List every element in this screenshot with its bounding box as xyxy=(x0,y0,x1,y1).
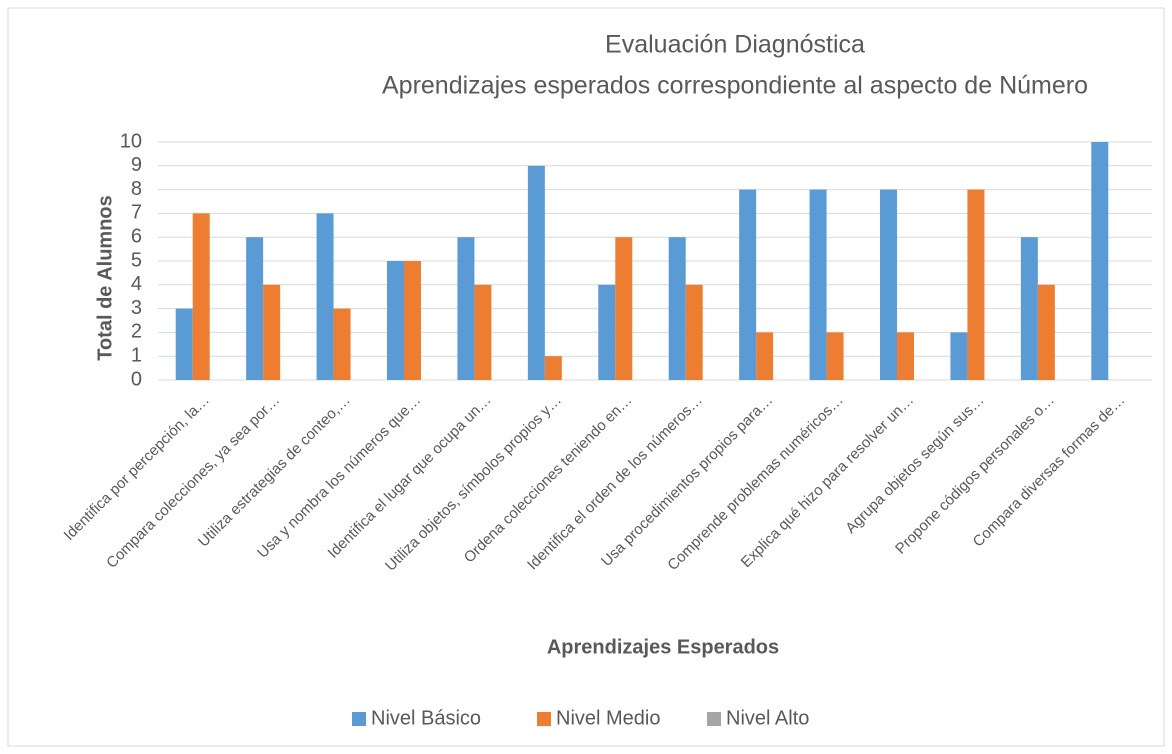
legend-label: Nivel Básico xyxy=(371,707,481,729)
bar xyxy=(404,261,421,380)
bar xyxy=(316,213,334,380)
bar xyxy=(387,261,404,380)
bar xyxy=(668,237,686,380)
bar xyxy=(880,189,897,380)
y-tick-label: 1 xyxy=(131,344,142,366)
bar xyxy=(685,284,703,380)
bar xyxy=(897,332,914,380)
bar xyxy=(967,189,985,380)
y-tick-label: 10 xyxy=(120,130,142,152)
bar xyxy=(544,356,562,380)
bar xyxy=(1037,284,1055,380)
y-tick-label: 9 xyxy=(131,154,142,176)
y-tick-label: 3 xyxy=(131,297,142,319)
bar xyxy=(246,237,264,380)
bar xyxy=(756,332,774,380)
bar xyxy=(615,237,633,380)
bar xyxy=(739,189,757,380)
bar xyxy=(826,332,844,380)
bar xyxy=(263,284,281,380)
bar xyxy=(1020,237,1038,380)
y-tick-label: 8 xyxy=(131,178,142,200)
bar xyxy=(333,308,351,380)
chart-subtitle: Aprendizajes esperados correspondiente a… xyxy=(382,72,1088,100)
bar xyxy=(527,165,545,380)
legend-label: Nivel Alto xyxy=(726,707,809,729)
bar xyxy=(192,213,210,380)
y-tick-label: 2 xyxy=(131,321,142,343)
legend-label: Nivel Medio xyxy=(556,707,660,729)
y-axis-label: Total de Alumnos xyxy=(94,195,116,361)
bar xyxy=(950,332,968,380)
chart-title: Evaluación Diagnóstica xyxy=(605,31,865,59)
legend-swatch xyxy=(537,712,551,726)
y-tick-label: 6 xyxy=(131,225,142,247)
legend-swatch xyxy=(352,712,366,726)
bar xyxy=(809,189,827,380)
bar xyxy=(175,308,193,380)
y-tick-label: 5 xyxy=(131,249,142,271)
y-tick-label: 4 xyxy=(131,273,142,295)
bar xyxy=(1091,142,1109,380)
x-axis-label: Aprendizajes Esperados xyxy=(547,636,779,658)
y-tick-label: 7 xyxy=(131,202,142,224)
legend-swatch xyxy=(707,712,721,726)
y-tick-label: 0 xyxy=(131,368,142,390)
bar xyxy=(457,237,475,380)
bar xyxy=(598,284,616,380)
bar xyxy=(474,284,492,380)
